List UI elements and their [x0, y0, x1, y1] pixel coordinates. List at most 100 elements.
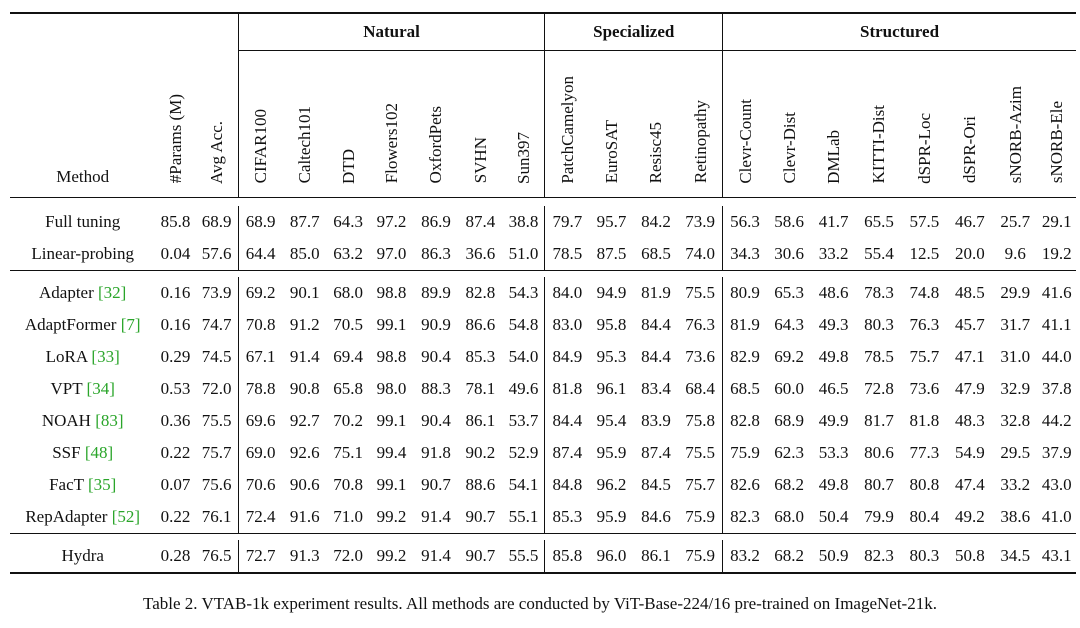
citation-link[interactable]: [35] — [87, 474, 117, 494]
citation-link[interactable]: [83] — [95, 410, 124, 430]
table-cell: 33.2 — [818, 243, 849, 263]
table-cell: 55.1 — [508, 506, 539, 526]
table-cell: 38.6 — [1000, 506, 1031, 526]
table-cell: 78.5 — [544, 237, 590, 270]
table-cell: 82.6 — [722, 468, 767, 501]
table-cell: 74.7 — [201, 314, 232, 334]
column-dspr-loc: dSPR-Loc — [914, 112, 934, 184]
method-name: FacT [35] — [49, 474, 117, 494]
table-cell: 64.3 — [774, 314, 805, 334]
table-cell: 54.0 — [508, 346, 539, 366]
citation-link[interactable]: [52] — [111, 506, 141, 526]
table-cell: 81.9 — [722, 308, 767, 341]
column-header-row: Method #Params (M) Avg Acc. CIFAR100 Calt… — [10, 50, 1076, 197]
table-cell: 76.1 — [201, 506, 232, 526]
table-cell: 88.6 — [465, 474, 496, 494]
results-table-container: Natural Specialized Structured Method #P… — [10, 12, 1076, 575]
table-cell: 99.2 — [376, 506, 407, 526]
table-cell: 90.7 — [465, 545, 496, 565]
table-cell: 69.2 — [237, 276, 283, 309]
table-cell: 91.2 — [289, 314, 320, 334]
table-cell: 84.2 — [641, 211, 671, 231]
table-cell: 76.3 — [685, 314, 715, 334]
table-cell: 85.8 — [160, 211, 191, 231]
table-cell: 86.9 — [421, 211, 451, 231]
table-cell: 46.5 — [818, 378, 849, 398]
table-cell: 90.4 — [421, 346, 451, 366]
table-cell: 49.8 — [818, 346, 849, 366]
table-cell: 43.0 — [1041, 474, 1072, 494]
table-cell: 54.3 — [508, 282, 539, 302]
table-cell: 98.0 — [376, 378, 407, 398]
table-cell: 49.8 — [818, 474, 849, 494]
table-cell: 68.5 — [641, 243, 671, 263]
table-cell: 78.5 — [864, 346, 894, 366]
table-cell: 86.1 — [641, 545, 671, 565]
column-cifar100: CIFAR100 — [237, 50, 283, 197]
table-cell: 49.2 — [954, 506, 985, 526]
column-snorb-ele: sNORB-Ele — [1047, 101, 1067, 184]
table-cell: 44.2 — [1041, 410, 1072, 430]
table-cell: 99.2 — [376, 545, 407, 565]
column-method: Method — [56, 166, 110, 186]
citation-link[interactable]: [32] — [98, 282, 127, 302]
table-cell: 68.0 — [774, 506, 805, 526]
citation-link[interactable]: [34] — [86, 378, 115, 398]
citation-link[interactable]: [7] — [120, 314, 141, 334]
vtab-results-table: Natural Specialized Structured Method #P… — [10, 12, 1076, 575]
table-cell: 37.9 — [1041, 442, 1072, 462]
table-cell: 80.8 — [909, 474, 940, 494]
table-cell: 80.6 — [864, 442, 894, 462]
method-name: SSF [48] — [52, 442, 114, 462]
table-cell: 29.9 — [1000, 282, 1031, 302]
table-cell: 80.3 — [864, 314, 894, 334]
table-cell: 65.8 — [333, 378, 363, 398]
table-cell: 65.3 — [774, 282, 805, 302]
table-cell: 64.4 — [237, 237, 283, 270]
table-cell: 47.4 — [954, 474, 985, 494]
table-cell: 34.5 — [1000, 545, 1031, 565]
table-cell: 84.0 — [544, 276, 590, 309]
table-cell: 84.6 — [641, 506, 671, 526]
table-cell: 84.5 — [641, 474, 671, 494]
table-cell: 95.9 — [596, 506, 627, 526]
table-cell: 53.7 — [508, 410, 539, 430]
table-cell: 0.28 — [160, 545, 191, 565]
table-cell: 98.8 — [376, 282, 407, 302]
table-cell: 72.0 — [333, 545, 363, 565]
table-cell: 82.8 — [465, 282, 496, 302]
table-cell: 85.8 — [544, 539, 590, 573]
column-oxfordpets: OxfordPets — [426, 106, 446, 184]
table-cell: 69.2 — [774, 346, 805, 366]
table-cell: 69.0 — [237, 436, 283, 469]
table-cell: 80.3 — [909, 545, 940, 565]
table-cell: 68.9 — [774, 410, 805, 430]
method-name: AdaptFormer [7] — [24, 314, 141, 334]
table-cell: 91.3 — [289, 545, 320, 565]
table-cell: 53.3 — [818, 442, 849, 462]
method-name: Full tuning — [45, 211, 121, 231]
table-cell: 68.9 — [201, 211, 232, 231]
table-cell: 99.1 — [376, 314, 407, 334]
table-cell: 68.2 — [774, 545, 805, 565]
column-dmlab: DMLab — [824, 129, 844, 184]
table-row: VPT [34] 0.53 72.0 78.8 90.8 65.8 98.0 88.3 78.1… — [10, 372, 1076, 405]
table-cell: 96.0 — [596, 545, 627, 565]
citation-link[interactable]: [48] — [84, 442, 114, 462]
table-cell: 95.7 — [596, 211, 627, 231]
table-cell: 69.6 — [237, 404, 283, 437]
citation-link[interactable]: [33] — [91, 346, 120, 366]
table-cell: 95.9 — [596, 442, 627, 462]
table-cell: 54.9 — [954, 442, 985, 462]
table-cell: 90.6 — [289, 474, 320, 494]
table-cell: 86.1 — [465, 410, 496, 430]
table-cell: 99.4 — [376, 442, 407, 462]
table-cell: 91.4 — [289, 346, 320, 366]
column-caltech101: Caltech101 — [295, 106, 315, 184]
table-cell: 94.9 — [596, 282, 627, 302]
table-cell: 96.2 — [596, 474, 627, 494]
table-cell: 82.3 — [864, 545, 894, 565]
table-cell: 67.1 — [237, 340, 283, 373]
method-name: Adapter [32] — [39, 282, 127, 302]
column-resisc45: Resisc45 — [646, 122, 666, 184]
